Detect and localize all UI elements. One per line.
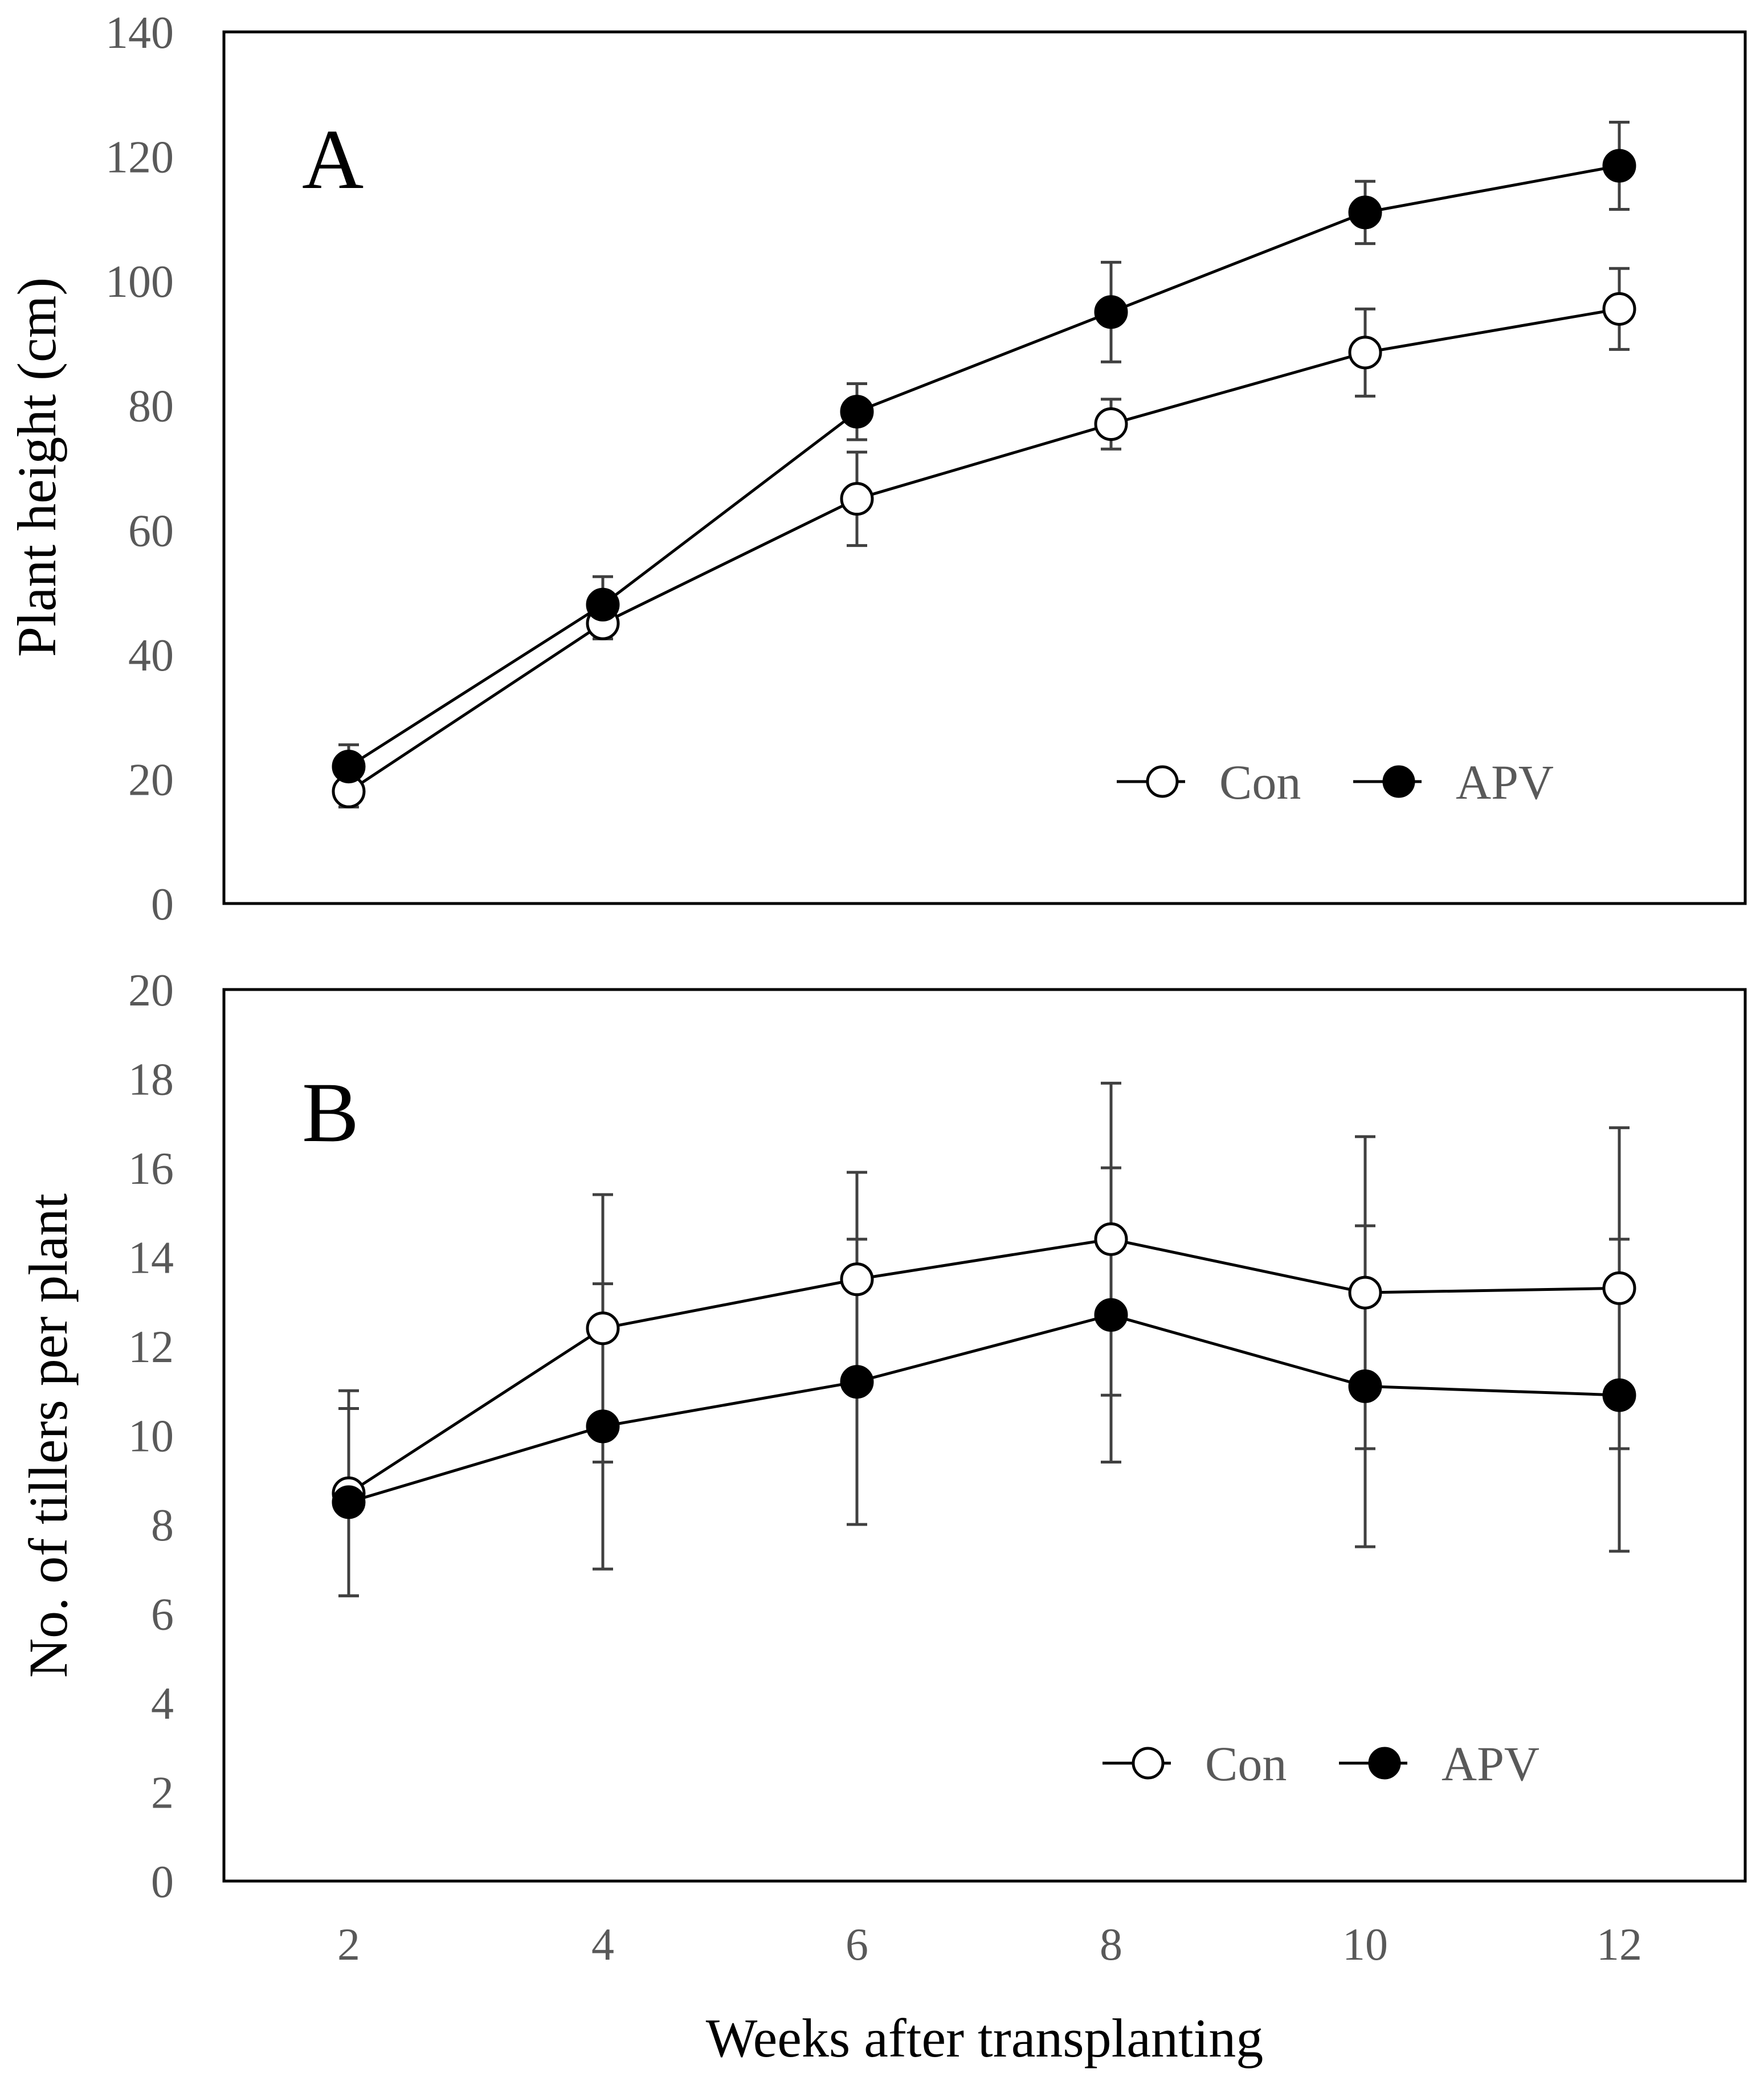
data-point-con-b [586,1311,620,1346]
panel-label-a: A [302,112,364,207]
y-tick-label-b: 6 [151,1590,174,1640]
y-tick-label-a: 100 [105,257,174,307]
legend-label-apv: APV [1442,1736,1540,1791]
data-point-con-a [1348,336,1382,370]
data-point-apv-a [586,587,620,622]
data-point-con-b [840,1262,874,1297]
x-axis-title: Weeks after transplanting [706,2008,1264,2068]
x-tick-label: 6 [846,1920,868,1970]
legend-marker-apv [1382,765,1415,798]
legend-a: Con APV [1117,755,1554,810]
y-tick-label-a: 40 [128,631,174,681]
x-tick-label: 10 [1342,1920,1388,1970]
data-point-con-a [840,482,874,516]
y-tick-label-a: 80 [128,382,174,432]
y-axis-title-b: No. of tillers per plant [18,1193,79,1678]
y-tick-label-b: 16 [128,1144,174,1194]
data-point-con-b [1348,1276,1382,1310]
data-point-apv-a [1348,195,1382,230]
x-tick-label: 8 [1100,1920,1122,1970]
data-point-apv-a [1602,149,1636,183]
panel-b: B 0 2 4 6 8 10 12 14 16 18 20 No. of tillers per p… [18,966,1747,2068]
y-tick-label-b: 10 [128,1412,174,1462]
data-point-apv-b [1602,1378,1636,1412]
data-point-apv-b [586,1409,620,1444]
panel-label-b: B [302,1065,359,1160]
series-line-con-a [348,307,1620,793]
series-b [332,1081,1636,1597]
data-point-apv-a [332,750,366,784]
panel-a: A 0 20 40 60 80 100 120 140 Plant height (cm) C… [6,8,1747,930]
data-point-con-b [1094,1222,1128,1256]
legend-marker-con [1146,765,1179,798]
y-tick-label-a: 20 [128,755,174,805]
y-ticks-b: 0 2 4 6 8 10 12 14 16 18 20 [128,966,174,1907]
data-point-apv-b [1348,1369,1382,1403]
y-axis-title-a: Plant height (cm) [6,277,67,657]
y-tick-label-b: 8 [151,1501,174,1551]
series-a [332,120,1636,809]
data-point-con-a [1094,407,1128,441]
legend-b: Con APV [1102,1736,1540,1791]
data-point-apv-b [332,1485,366,1519]
y-tick-label-b: 14 [128,1233,174,1283]
x-tick-label: 4 [591,1920,614,1970]
y-tick-label-a: 140 [105,8,174,58]
y-ticks-a: 0 20 40 60 80 100 120 140 [105,8,174,930]
x-tick-label: 12 [1596,1920,1642,1970]
x-ticks: 2 4 6 8 10 12 [337,1920,1642,1970]
y-tick-label-b: 2 [151,1768,174,1818]
x-tick-label: 2 [337,1920,360,1970]
data-point-apv-a [1094,295,1128,329]
y-tick-label-a: 60 [128,506,174,556]
legend-marker-apv [1368,1747,1401,1780]
series-line-con-b [348,1237,1620,1495]
y-tick-label-b: 4 [151,1679,174,1729]
legend-marker-con [1132,1747,1165,1780]
legend-label-apv: APV [1456,755,1554,810]
y-tick-label-b: 0 [151,1857,174,1907]
y-tick-label-b: 20 [128,966,174,1016]
data-point-apv-b [840,1365,874,1399]
y-tick-label-a: 120 [105,133,174,183]
plot-area-a [222,30,1747,905]
series-line-apv-b [348,1313,1620,1504]
series-line-apv-a [348,164,1620,768]
y-tick-label-b: 12 [128,1322,174,1372]
data-point-con-b [1602,1271,1636,1305]
data-point-apv-b [1094,1298,1128,1332]
y-tick-label-b: 18 [128,1055,174,1105]
legend-label-con: Con [1205,1736,1287,1791]
data-point-con-a [1602,292,1636,326]
data-point-apv-a [840,395,874,429]
y-tick-label-a: 0 [151,880,174,930]
plot-area-b [222,988,1747,1883]
legend-label-con: Con [1219,755,1301,810]
